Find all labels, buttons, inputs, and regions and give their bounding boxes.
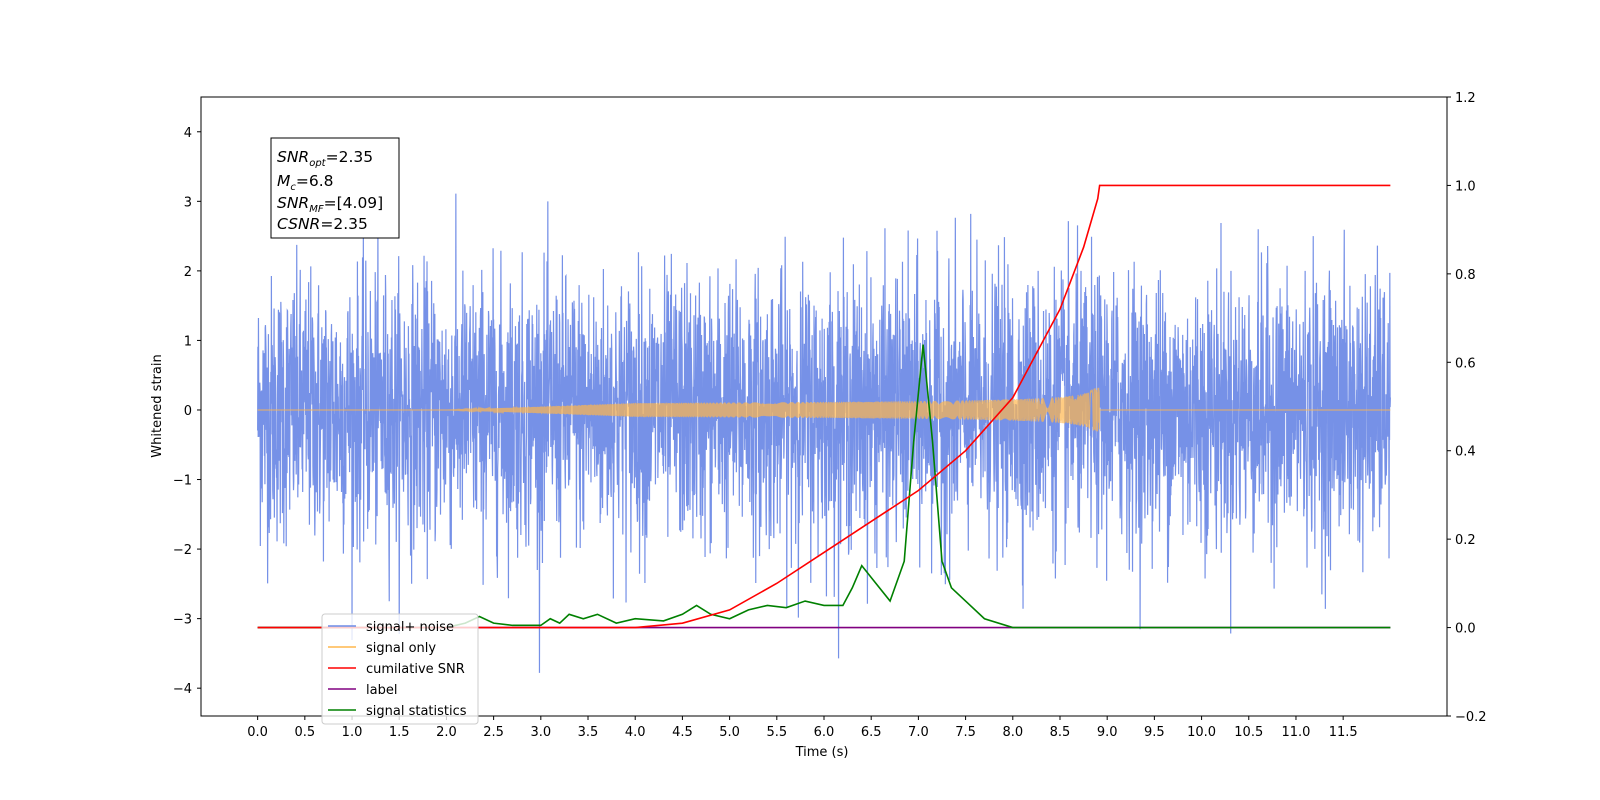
legend: signal+ noise signal only cumilative SNR… (321, 613, 479, 725)
legend-label-signal-noise: signal+ noise (366, 620, 454, 635)
legend-label-cumulative-snr: cumilative SNR (366, 662, 465, 677)
x-tick-label: 3.0 (530, 725, 551, 740)
x-tick-label: 6.0 (814, 725, 835, 740)
y2-tick-label: 0.2 (1455, 533, 1476, 548)
series-signal-statistics-line (257, 344, 1391, 629)
x-tick-label: 8.0 (1002, 725, 1023, 740)
x-tick-label: 3.5 (578, 725, 599, 740)
y2-tick-label: 1.0 (1455, 179, 1476, 194)
legend-label-signal-statistics: signal statistics (366, 704, 467, 719)
y-tick-label: 4 (184, 126, 192, 141)
y-tick-label: −3 (173, 613, 192, 628)
x-tick-label: 2.0 (436, 725, 457, 740)
x-tick-label: 0.0 (247, 725, 268, 740)
x-tick-label: 1.0 (342, 725, 363, 740)
x-tick-label: 10.0 (1187, 725, 1216, 740)
x-tick-label: 8.5 (1050, 725, 1071, 740)
x-tick-label: 0.5 (294, 725, 315, 740)
y2-tick-label: 0.8 (1455, 268, 1476, 283)
y-tick-label: −1 (173, 474, 192, 489)
y-tick-label: 3 (184, 195, 192, 210)
snr-opt-annotation: SNRopt=2.35 (277, 148, 373, 169)
y-tick-label: 1 (184, 334, 192, 349)
y-tick-label: −4 (173, 682, 192, 697)
x-tick-label: 7.0 (908, 725, 929, 740)
x-tick-label: 5.5 (766, 725, 787, 740)
x-tick-label: 6.5 (861, 725, 882, 740)
x-tick-label: 9.5 (1144, 725, 1165, 740)
legend-label-label: label (366, 683, 397, 698)
series-signal-only-line (257, 387, 1391, 432)
x-tick-label: 4.5 (672, 725, 693, 740)
series-layer (257, 184, 1391, 673)
y2-tick-label: 0.6 (1455, 356, 1476, 371)
legend-label-signal-only: signal only (366, 641, 436, 656)
y-axis-label: Whitened strain (150, 354, 165, 457)
x-tick-label: 11.5 (1329, 725, 1358, 740)
y2-tick-label: 1.2 (1455, 91, 1476, 106)
series-cumulative-snr-line (257, 184, 1391, 629)
x-tick-label: 1.5 (389, 725, 410, 740)
legend-frame (321, 613, 479, 725)
x-tick-label: 7.5 (955, 725, 976, 740)
y2-tick-label: 0.4 (1455, 445, 1476, 460)
x-tick-label: 10.5 (1234, 725, 1263, 740)
y2-tick-label: −0.2 (1455, 710, 1487, 725)
y-tick-label: 0 (184, 404, 192, 419)
snr-mf-annotation: SNRMF=[4.09] (277, 194, 383, 215)
y-axis-right: −0.2 0.0 0.2 0.4 0.6 0.8 1.0 1.2 (1447, 91, 1487, 725)
y-axis-left: −4 −3 −2 −1 0 1 2 3 4 (173, 126, 201, 697)
x-tick-label: 11.0 (1281, 725, 1310, 740)
series-signal-noise-line (257, 193, 1391, 673)
csnr-annotation: CSNR=2.35 (277, 215, 368, 233)
x-tick-label: 5.0 (719, 725, 740, 740)
x-axis-label: Time (s) (795, 745, 849, 760)
x-tick-label: 4.0 (625, 725, 646, 740)
x-tick-label: 9.0 (1097, 725, 1118, 740)
x-tick-label: 2.5 (483, 725, 504, 740)
y-tick-label: 2 (184, 265, 192, 280)
y-tick-label: −2 (173, 543, 192, 558)
x-axis: 0.0 0.5 1.0 1.5 2.0 2.5 3.0 3.5 4.0 4.5 5.0 5.5 6.0 6… (247, 716, 1358, 740)
snr-annotation-box: SNRopt=2.35 Mc=6.8 SNRMF=[4.09] CSNR=2.3… (270, 137, 400, 239)
mc-annotation: Mc=6.8 (277, 172, 334, 193)
y2-tick-label: 0.0 (1455, 622, 1476, 637)
